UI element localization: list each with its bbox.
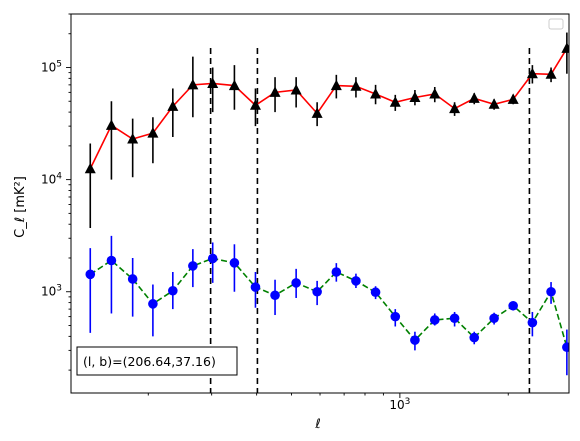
lower-point	[410, 335, 420, 345]
lower-point	[148, 299, 158, 309]
upper-point	[311, 107, 323, 118]
lower-point	[168, 285, 178, 296]
lower-point	[429, 315, 440, 325]
upper-point	[370, 88, 382, 99]
lower-point	[449, 313, 460, 324]
lower-point	[546, 286, 556, 297]
lower-point	[527, 317, 538, 328]
axes: 103 104 105 103 (l, b)=(206.64,37.16)	[41, 13, 570, 412]
upper-point	[269, 86, 281, 97]
upper-point	[526, 67, 538, 79]
lower-point	[250, 282, 261, 292]
upper-point	[105, 119, 117, 130]
x-axis-label: ℓ	[314, 417, 320, 432]
lower-point	[331, 267, 342, 277]
lower-point	[106, 255, 117, 266]
lower-point	[207, 253, 218, 264]
annotation-text: (l, b)=(206.64,37.16)	[83, 354, 216, 369]
lower-point	[351, 276, 361, 286]
upper-point	[330, 79, 342, 91]
lower-point	[188, 261, 198, 271]
lower-point	[127, 274, 138, 284]
upper-point	[167, 100, 179, 111]
x-tick-label: 103	[389, 397, 410, 412]
annotation-box	[76, 346, 238, 376]
upper-point	[147, 127, 159, 138]
lower-point	[85, 269, 96, 280]
lower-point	[370, 287, 381, 298]
y-axis-label: C_ℓ [mK²]	[13, 176, 28, 238]
upper-point	[290, 83, 302, 95]
upper-point	[488, 98, 500, 109]
lower-point	[291, 278, 301, 288]
lower-point	[270, 290, 280, 301]
upper-point	[507, 93, 519, 104]
upper-point	[409, 91, 421, 103]
lower-point	[390, 311, 401, 322]
data-group	[84, 32, 569, 393]
upper-point	[207, 77, 219, 88]
lower-point	[562, 342, 569, 353]
upper-point	[187, 78, 199, 90]
upper-point	[249, 99, 261, 110]
lower-point	[489, 313, 499, 324]
lower-point	[508, 300, 518, 311]
plot-area	[84, 32, 569, 393]
upper-point	[127, 133, 139, 144]
y-tick-label: 105	[41, 59, 62, 74]
lower-point	[312, 286, 322, 297]
lower-point	[469, 332, 480, 343]
upper-point	[350, 80, 362, 91]
upper-point	[429, 88, 441, 99]
upper-point	[561, 42, 569, 53]
lower-series-line	[89, 257, 568, 348]
lower-point	[229, 258, 240, 268]
legend-box	[548, 18, 564, 30]
y-tick-label: 104	[41, 172, 62, 187]
upper-point	[449, 102, 461, 114]
upper-point	[545, 68, 557, 79]
upper-point	[389, 96, 401, 107]
axes-frame	[70, 13, 570, 394]
upper-point	[84, 162, 96, 174]
upper-point	[468, 92, 480, 103]
y-tick-label: 103	[41, 284, 62, 299]
upper-point	[228, 79, 240, 91]
